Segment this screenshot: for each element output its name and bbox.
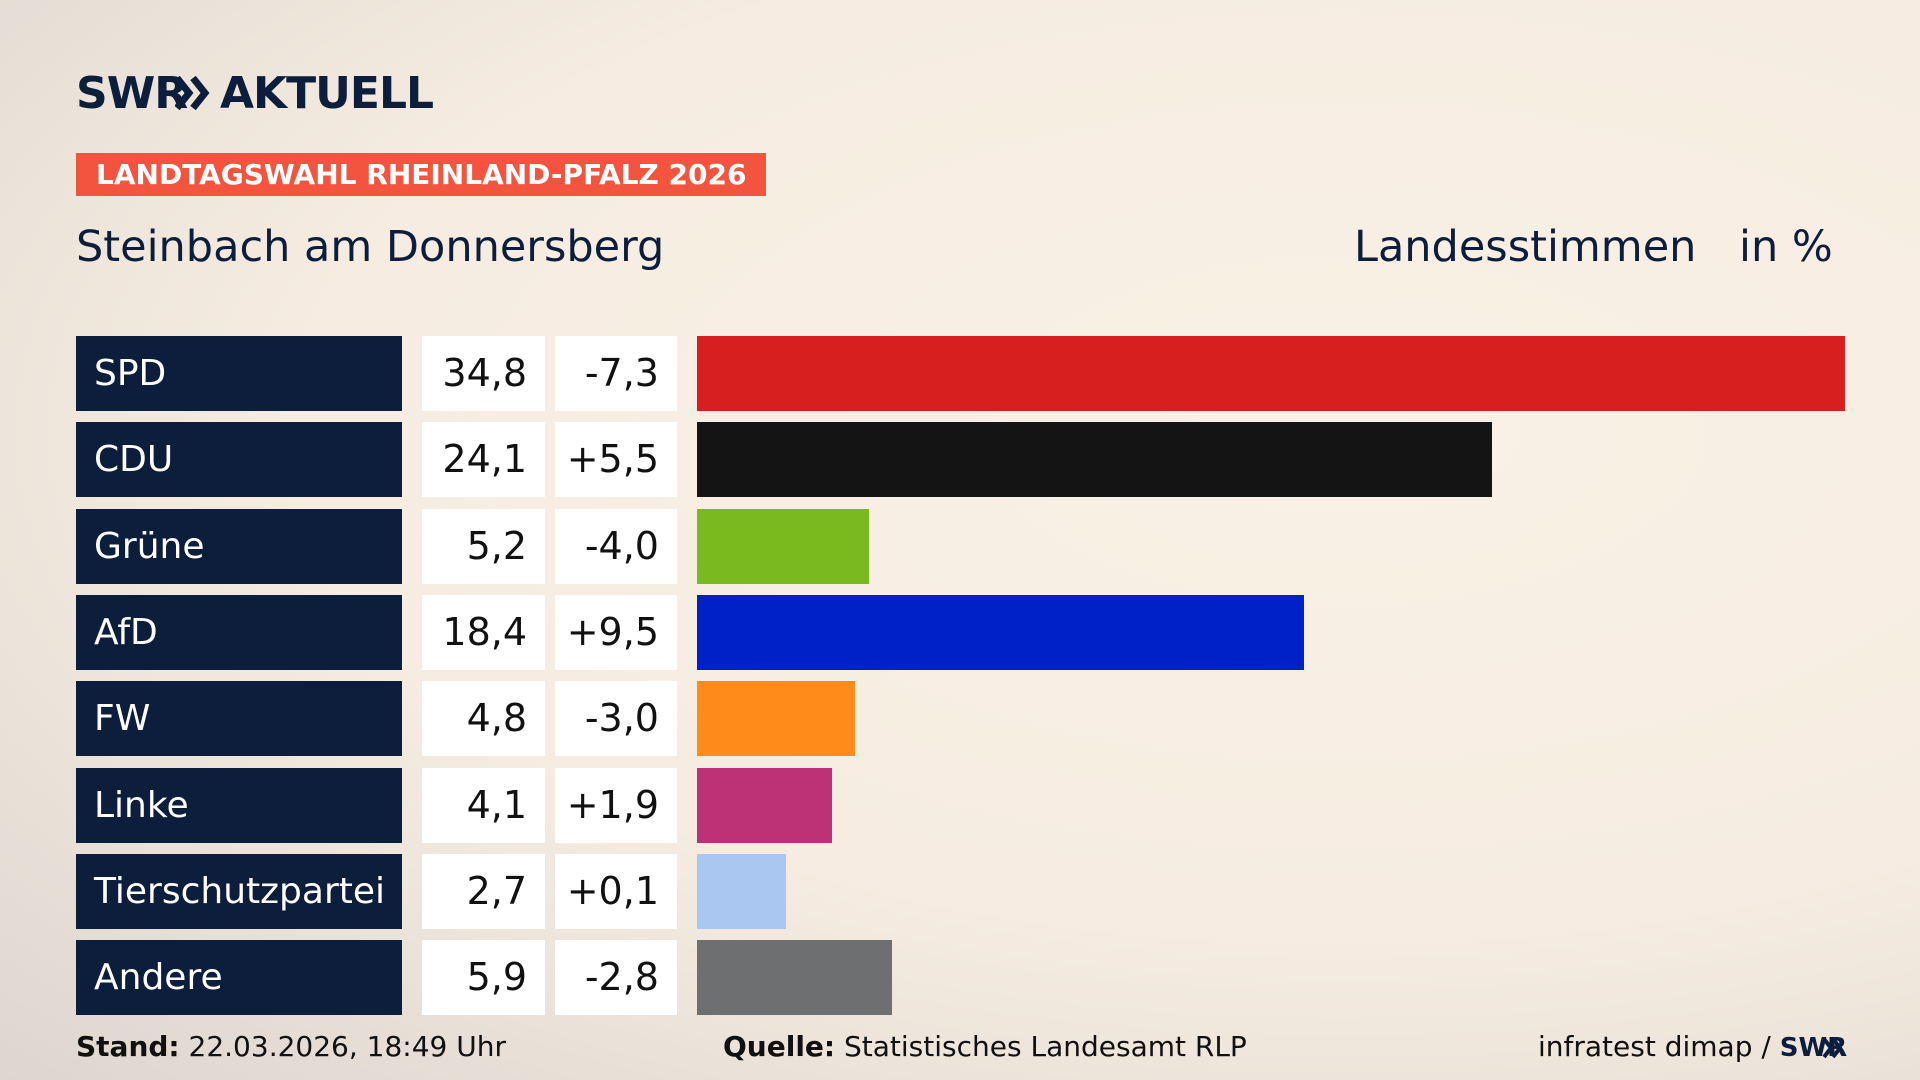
change-label: -3,0 xyxy=(555,681,677,757)
chart-title: Steinbach am Donnersberg xyxy=(76,222,665,272)
value-label: 24,1 xyxy=(422,422,545,498)
party-label: AfD xyxy=(76,594,402,670)
credit: infratest dimap / SWR xyxy=(1538,1030,1847,1063)
bar xyxy=(697,681,856,757)
chart-subtitle: Landesstimmen xyxy=(1354,222,1697,272)
value-label: 18,4 xyxy=(422,594,545,670)
change-label: -7,3 xyxy=(555,336,677,411)
bar xyxy=(697,767,833,843)
party-label: Tierschutzpartei xyxy=(76,853,402,929)
stand: Stand: 22.03.2026, 18:49 Uhr xyxy=(76,1030,506,1063)
unit: in % xyxy=(1739,222,1833,272)
change-label: -2,8 xyxy=(555,940,677,1016)
party-label: Andere xyxy=(76,940,402,1016)
change-label: +1,9 xyxy=(555,767,677,843)
logo: SWR xyxy=(76,68,188,119)
credit-text: infratest dimap / xyxy=(1538,1030,1771,1063)
party-label: SPD xyxy=(76,336,402,411)
bar xyxy=(697,594,1304,670)
value-label: 2,7 xyxy=(422,853,545,929)
stand-value: 22.03.2026, 18:49 Uhr xyxy=(188,1030,506,1063)
party-label: CDU xyxy=(76,422,402,498)
change-label: -4,0 xyxy=(555,508,677,584)
credit-arrows xyxy=(1822,1037,1843,1059)
bar xyxy=(697,422,1493,498)
value-label: 5,9 xyxy=(422,940,545,1016)
party-label: Linke xyxy=(76,767,402,843)
value-label: 34,8 xyxy=(422,336,545,411)
change-label: +0,1 xyxy=(555,853,677,929)
banner: LANDTAGSWAHL RHEINLAND-PFALZ 2026 xyxy=(76,153,767,196)
logo-arrows xyxy=(175,76,210,110)
credit-logo: SWR xyxy=(1779,1033,1848,1063)
source-value: Statistisches Landesamt RLP xyxy=(844,1030,1247,1063)
bar xyxy=(697,940,892,1016)
party-label: FW xyxy=(76,681,402,757)
value-label: 4,1 xyxy=(422,767,545,843)
source-label: Quelle: xyxy=(723,1030,836,1063)
source: Quelle: Statistisches Landesamt RLP xyxy=(723,1030,1247,1063)
change-label: +9,5 xyxy=(555,594,677,670)
bar xyxy=(697,336,1845,411)
change-label: +5,5 xyxy=(555,422,677,498)
stand-label: Stand: xyxy=(76,1030,180,1063)
value-label: 4,8 xyxy=(422,681,545,757)
bar xyxy=(697,508,869,584)
value-label: 5,2 xyxy=(422,508,545,584)
logo-suffix: AKTUELL xyxy=(220,68,434,119)
bar xyxy=(697,853,787,929)
party-label: Grüne xyxy=(76,508,402,584)
